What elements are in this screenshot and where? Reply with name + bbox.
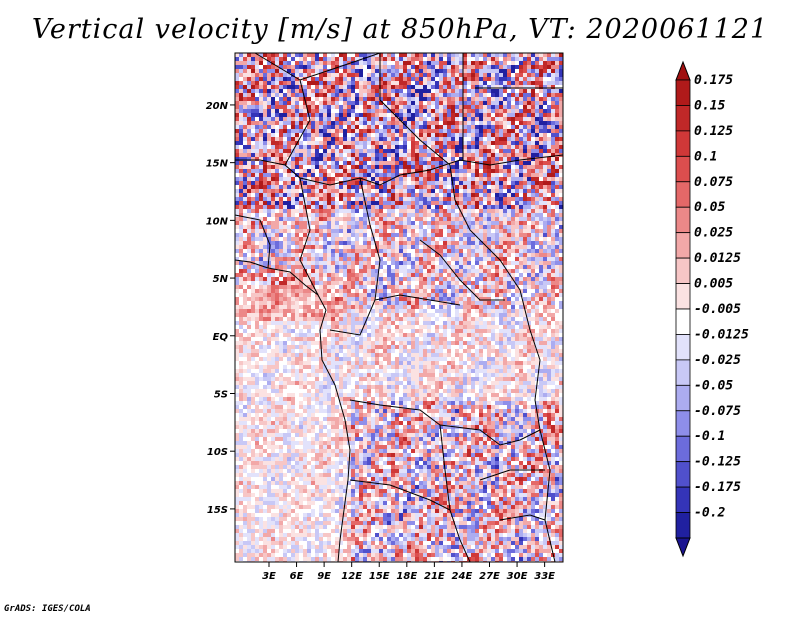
colorbar-swatch — [676, 360, 690, 385]
colorbar-swatch — [676, 156, 690, 181]
colorbar-label: -0.175 — [694, 480, 741, 495]
lat-tick-label: 15S — [207, 505, 228, 516]
colorbar-swatch — [676, 182, 690, 207]
colorbar-label: 0.0125 — [694, 251, 741, 266]
colorbar-swatch — [676, 131, 690, 156]
colorbar-label: -0.075 — [694, 404, 741, 419]
lon-tick-label: 33E — [534, 571, 555, 582]
colorbar-swatch — [676, 258, 690, 283]
lat-tick-label: 20N — [206, 101, 229, 112]
colorbar-label: 0.05 — [694, 200, 725, 215]
colorbar-label: 0.025 — [694, 226, 733, 241]
colorbar-swatch — [676, 207, 690, 232]
colorbar-label: 0.005 — [694, 277, 733, 292]
colorbar-swatch — [676, 233, 690, 258]
colorbar-swatch — [676, 411, 690, 436]
colorbar-label: -0.125 — [694, 455, 741, 470]
latitude-axis: 20N 15N 10N 5N EQ 5S 10S 15S — [206, 101, 235, 516]
colorbar-label: 0.15 — [694, 98, 725, 113]
colorbar-swatch — [676, 385, 690, 410]
colorbar-label: 0.075 — [694, 175, 733, 190]
colorbar-swatch — [676, 309, 690, 334]
longitude-axis: 3E 6E 9E 12E 15E 18E 21E 24E 27E 30E 33E — [262, 562, 555, 582]
colorbar-bottom-arrow — [676, 538, 690, 556]
colorbar-label: 0.1 — [694, 149, 717, 164]
colorbar-swatch — [676, 436, 690, 461]
colorbar-label: -0.0125 — [694, 327, 749, 342]
lon-tick-label: 30E — [507, 571, 528, 582]
grads-credit: GrADS: IGES/COLA — [4, 604, 91, 614]
lon-tick-label: 9E — [317, 571, 331, 582]
colorbar: 0.175 0.15 0.125 0.1 0.075 0.05 0.025 0.0125 0.0… — [676, 62, 749, 556]
colorbar-label: -0.05 — [694, 378, 733, 393]
colorbar-swatch — [676, 80, 690, 105]
colorbar-swatch — [676, 284, 690, 309]
colorbar-swatch — [676, 513, 690, 538]
lon-tick-label: 27E — [479, 571, 500, 582]
colorbar-swatch — [676, 462, 690, 487]
lon-tick-label: 3E — [262, 571, 276, 582]
colorbar-label: -0.1 — [694, 429, 725, 444]
colorbar-label: -0.2 — [694, 506, 725, 521]
lon-tick-label: 15E — [369, 571, 390, 582]
lat-tick-label: EQ — [213, 332, 229, 343]
lon-tick-label: 12E — [341, 571, 362, 582]
colorbar-top-arrow — [676, 62, 690, 80]
colorbar-swatch — [676, 334, 690, 359]
colorbar-label: -0.025 — [694, 353, 741, 368]
lat-tick-label: 15N — [206, 159, 229, 170]
lat-tick-label: 5N — [213, 274, 229, 285]
colorbar-label: 0.125 — [694, 124, 733, 139]
lat-tick-label: 5S — [214, 389, 228, 400]
lon-tick-label: 18E — [396, 571, 417, 582]
lat-tick-label: 10N — [206, 216, 229, 227]
colorbar-swatch — [676, 105, 690, 130]
colorbar-label: 0.175 — [694, 73, 733, 88]
colorbar-label: -0.005 — [694, 302, 741, 317]
lon-tick-label: 24E — [452, 571, 473, 582]
lon-tick-label: 21E — [424, 571, 445, 582]
colorbar-swatch — [676, 487, 690, 512]
lon-tick-label: 6E — [290, 571, 304, 582]
lat-tick-label: 10S — [207, 447, 228, 458]
